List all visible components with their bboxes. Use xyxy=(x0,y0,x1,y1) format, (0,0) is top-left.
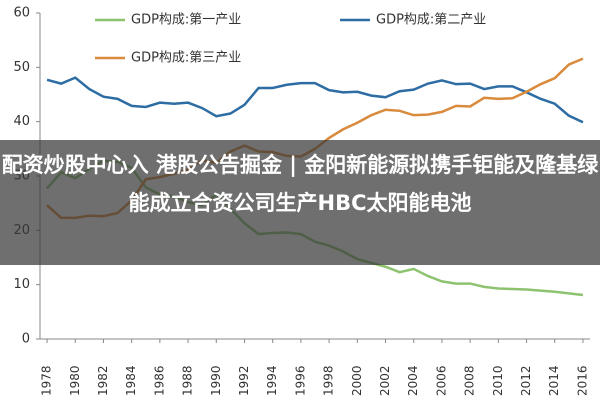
y-tick-label: 50 xyxy=(13,60,30,75)
y-tick-label: 40 xyxy=(13,114,30,129)
x-tick-label: 2004 xyxy=(406,365,420,396)
x-tick-label: 1990 xyxy=(209,365,223,396)
x-tick-label: 2002 xyxy=(378,365,392,396)
legend-label: GDP构成:第三产业 xyxy=(131,51,241,66)
overlay-banner: 配资炒股中心入 港股公告掘金 | 金阳新能源拟携手钜能及隆基绿能成立合资公司生产… xyxy=(0,140,600,265)
x-tick-label: 2006 xyxy=(434,365,448,396)
x-tick-label: 1996 xyxy=(293,365,307,396)
x-tick-label: 1992 xyxy=(237,365,251,396)
y-tick-label: 10 xyxy=(13,277,30,292)
x-tick-label: 1978 xyxy=(40,365,54,396)
x-tick-label: 1998 xyxy=(322,365,336,396)
x-tick-label: 1988 xyxy=(181,365,195,396)
y-tick-label: 0 xyxy=(22,332,30,347)
x-tick-label: 1986 xyxy=(152,365,166,396)
legend-label: GDP构成:第二产业 xyxy=(376,13,486,28)
x-tick-label: 2012 xyxy=(519,365,533,396)
x-tick-label: 1984 xyxy=(124,365,138,396)
y-tick-label: 60 xyxy=(13,6,30,21)
x-tick-label: 1980 xyxy=(68,365,82,396)
x-tick-label: 2014 xyxy=(547,365,561,396)
x-tick-label: 2010 xyxy=(491,365,505,396)
x-tick-label: 2016 xyxy=(575,365,589,396)
x-tick-label: 2008 xyxy=(463,365,477,396)
x-tick-label: 1982 xyxy=(96,365,110,396)
x-tick-label: 1994 xyxy=(265,365,279,396)
x-tick-label: 2000 xyxy=(350,365,364,396)
legend-label: GDP构成:第一产业 xyxy=(131,13,241,28)
series-line xyxy=(46,76,584,124)
